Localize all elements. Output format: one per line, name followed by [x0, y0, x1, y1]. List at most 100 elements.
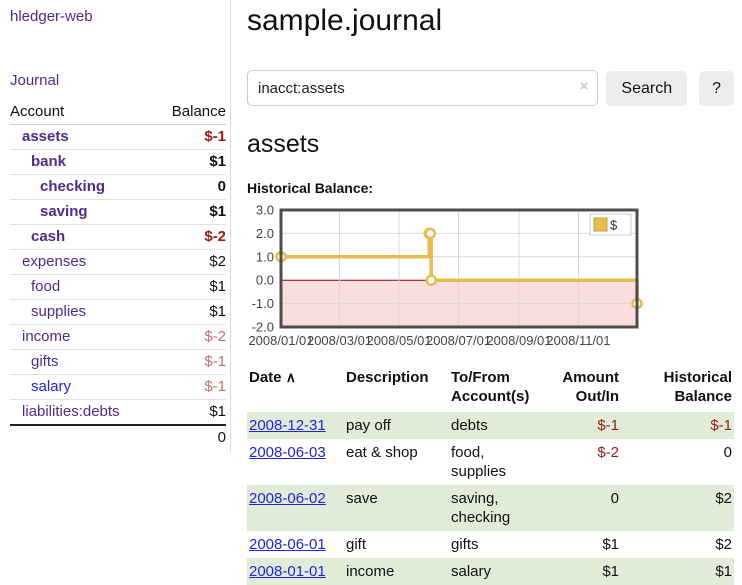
balance-cell: 0 [723, 444, 732, 461]
account-balance: $1 [154, 399, 226, 426]
account-heading: assets [247, 130, 320, 158]
app-brand-link[interactable]: hledger-web [10, 8, 93, 25]
search-box: × [247, 70, 599, 106]
description-cell: pay off [346, 417, 391, 434]
account-balance: $-1 [154, 349, 226, 375]
page-title: sample.journal [247, 4, 443, 37]
account-link[interactable]: supplies [31, 303, 87, 320]
account-row: supplies $1 [10, 299, 226, 325]
amount-cell: 0 [610, 490, 619, 507]
transaction-date-link[interactable]: 2008-06-03 [249, 444, 326, 461]
accounts-header-balance: Balance [154, 101, 226, 125]
account-balance: $1 [154, 199, 226, 225]
register-row: 2008-01-01 income salary $1 $1 [247, 558, 734, 585]
transaction-date-link[interactable]: 2008-06-01 [249, 536, 326, 553]
y-tick-label: 3.0 [256, 203, 274, 218]
account-link[interactable]: expenses [22, 253, 87, 270]
accounts-cell: debts [451, 417, 488, 434]
register-header-accounts: To/From Account(s) [451, 369, 530, 405]
account-link[interactable]: gifts [31, 353, 59, 370]
account-row: expenses $2 [10, 249, 226, 275]
plot-border [279, 208, 639, 329]
transaction-date-link[interactable]: 2008-12-31 [249, 417, 326, 434]
accounts-total-balance: 0 [10, 424, 226, 450]
register-header-description: Description [346, 369, 429, 386]
search-input[interactable] [247, 70, 599, 106]
account-balance: $-1 [154, 374, 226, 400]
sort-ascending-icon: ∧ [285, 369, 296, 385]
transaction-date-link[interactable]: 2008-06-02 [249, 490, 326, 507]
account-row: bank $1 [10, 149, 226, 175]
description-cell: income [346, 563, 395, 580]
account-row: liabilities:debts $1 [10, 399, 226, 426]
account-link[interactable]: checking [40, 178, 106, 195]
sidebar-item-journal[interactable]: Journal [10, 72, 60, 89]
accounts-cell: gifts [451, 536, 479, 553]
data-point-marker [424, 227, 436, 240]
register-row: 2008-06-01 gift gifts $1 $2 [247, 531, 734, 558]
search-button[interactable]: Search [606, 70, 688, 106]
data-point-marker [425, 274, 437, 286]
register-row: 2008-12-31 pay off debts $-1 $-1 [247, 412, 734, 439]
x-tick-label: 2008/11/01 [546, 333, 610, 348]
y-tick-label: -1.0 [252, 296, 274, 311]
account-balance: $-2 [154, 224, 226, 250]
register-header-balance: Historical Balance [663, 369, 732, 405]
x-tick-label: 2008/09/01 [486, 333, 551, 348]
amount-cell: $1 [602, 536, 619, 553]
description-cell: save [346, 490, 378, 507]
amount-cell: $-1 [597, 417, 619, 434]
x-tick-label: 2008/07/01 [426, 333, 491, 348]
account-balance: $-2 [154, 324, 226, 350]
account-balance: $1 [154, 149, 226, 175]
account-row: checking 0 [10, 174, 226, 200]
account-row: food $1 [10, 274, 226, 300]
account-row: saving $1 [10, 199, 226, 225]
historical-balance-chart: 3.0 2.0 1.0 0.0 -1.0 -2.02008/01/012008/03/01… [248, 203, 643, 348]
transaction-date-link[interactable]: 2008-01-01 [249, 563, 326, 580]
balance-cell: $-1 [710, 417, 732, 434]
y-tick-label: 0.0 [256, 273, 274, 288]
clear-search-icon[interactable]: × [579, 78, 589, 95]
account-link[interactable]: cash [31, 228, 66, 245]
account-link[interactable]: salary [31, 378, 72, 395]
search-help-button[interactable]: ? [699, 70, 734, 106]
account-balance: 0 [154, 174, 226, 200]
account-link[interactable]: saving [40, 203, 88, 220]
account-row: gifts $-1 [10, 349, 226, 375]
balance-cell: $2 [715, 490, 732, 507]
accounts-cell: saving, checking [451, 490, 511, 526]
accounts-header-account: Account [10, 101, 155, 125]
balance-cell: $1 [715, 563, 732, 580]
account-row: assets $-1 [10, 124, 226, 150]
accounts-tree-table: Account Balance assets $-1 bank $1 checking 0… [10, 101, 226, 450]
y-tick-label: 1.0 [256, 249, 274, 264]
account-link[interactable]: assets [22, 128, 69, 145]
search-row: × Search ? [247, 70, 734, 106]
y-tick-label: 2.0 [256, 226, 274, 241]
description-cell: eat & shop [346, 444, 418, 461]
accounts-total-row: 0 [10, 424, 226, 450]
register-header-row: Date ∧ Description To/From Account(s) Am… [247, 366, 734, 412]
account-link[interactable]: liabilities:debts [22, 403, 120, 420]
amount-cell: $-2 [597, 444, 619, 461]
account-link[interactable]: bank [31, 153, 67, 170]
x-tick-label: 2008/01/01 [248, 333, 313, 348]
x-tick-label: 2008/05/01 [366, 333, 431, 348]
account-balance: $1 [154, 299, 226, 325]
x-tick-label: 2008/03/01 [307, 333, 372, 348]
account-row: cash $-2 [10, 224, 226, 250]
legend-swatch [593, 217, 608, 232]
y-tick-label: -2.0 [252, 320, 274, 335]
account-row: income $-2 [10, 324, 226, 350]
account-link[interactable]: food [31, 278, 61, 295]
account-balance: $1 [154, 274, 226, 300]
legend-label: $ [610, 218, 618, 233]
balance-cell: $2 [715, 536, 732, 553]
chart-heading: Historical Balance: [247, 180, 374, 196]
account-link[interactable]: income [22, 328, 71, 345]
main-panel: sample.journal × Search ? assets Histori… [231, 0, 742, 585]
register-header-date[interactable]: Date ∧ [249, 369, 296, 386]
register-header-amount: Amount Out/In [562, 369, 619, 405]
